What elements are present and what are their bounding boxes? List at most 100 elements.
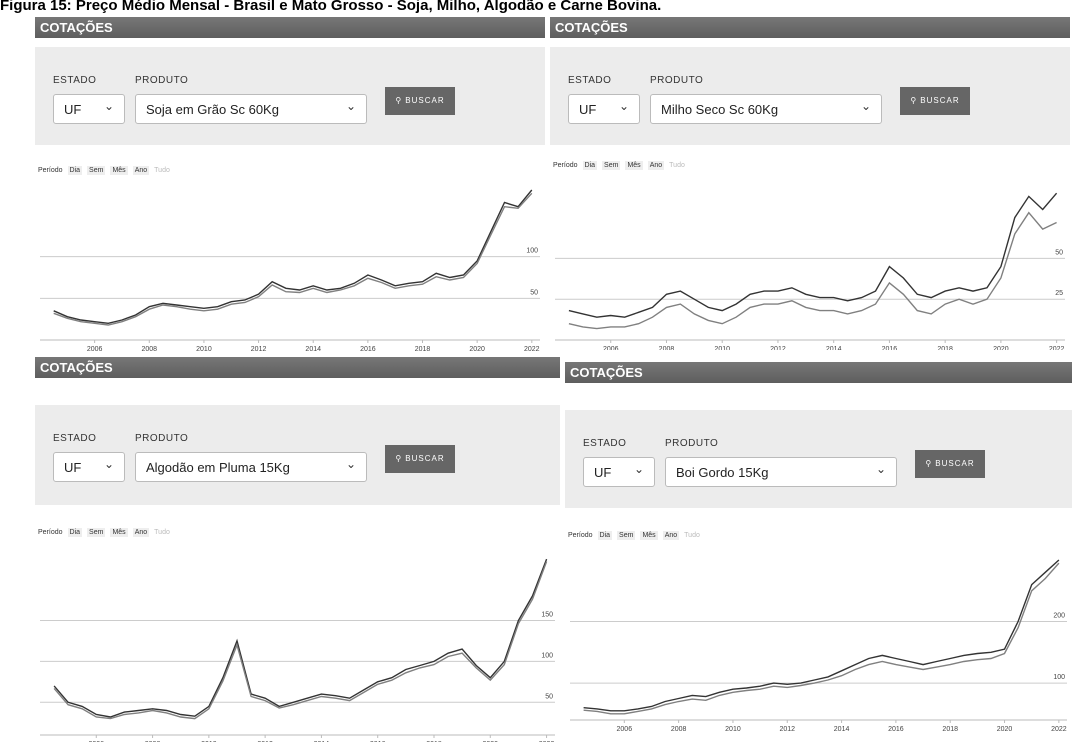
button-label: BUSCAR — [405, 96, 445, 105]
x-tick-label: 2020 — [993, 346, 1009, 350]
x-tick-label: 2014 — [834, 726, 850, 733]
period-option[interactable]: Sem — [602, 161, 621, 170]
period-option[interactable]: Sem — [87, 166, 106, 175]
y-tick-label: 200 — [1053, 613, 1065, 620]
x-tick-label: 2006 — [603, 346, 619, 350]
search-button[interactable]: ⚲ BUSCAR — [385, 87, 455, 115]
period-option[interactable]: Ano — [132, 166, 150, 175]
panel: COTAÇÕES ESTADO PRODUTO UF Milho Seco Sc 60K… — [550, 17, 1070, 350]
produto-select[interactable]: Algodão em Pluma 15Kg — [135, 449, 367, 482]
x-tick-label: 2006 — [87, 346, 103, 353]
y-tick-label: 100 — [541, 652, 553, 659]
price-line — [53, 192, 533, 326]
period-option[interactable]: Sem — [87, 528, 106, 537]
y-tick-label: 50 — [1055, 249, 1063, 256]
panel: COTAÇÕES ESTADO PRODUTO UF Soja em Grão Sc 6… — [35, 17, 545, 357]
produto-value: Milho Seco Sc 60Kg — [661, 102, 779, 117]
produto-select[interactable]: Boi Gordo 15Kg — [665, 454, 897, 487]
period-option: Período — [553, 162, 578, 169]
y-tick-label: 25 — [1055, 290, 1063, 297]
y-tick-label: 150 — [541, 611, 553, 618]
x-tick-label: 2008 — [659, 346, 675, 350]
x-tick-label: 2012 — [251, 346, 267, 353]
period-selector: Período Dia Sem Mês Ano Tudo — [553, 161, 690, 170]
y-tick-label: 50 — [545, 693, 553, 700]
period-selector: Período Dia Sem Mês Ano Tudo — [38, 528, 175, 537]
search-button[interactable]: ⚲ BUSCAR — [915, 450, 985, 478]
period-option[interactable]: Sem — [617, 531, 636, 540]
x-tick-label: 2016 — [882, 346, 898, 350]
caption: Figura 15: Preço Médio Mensal - Brasil e… — [0, 0, 662, 14]
x-tick-label: 2022 — [1049, 346, 1065, 350]
produto-label: PRODUTO — [135, 433, 189, 444]
button-label: BUSCAR — [920, 96, 960, 105]
x-tick-label: 2020 — [997, 726, 1013, 733]
x-tick-label: 2020 — [469, 346, 485, 353]
estado-label: ESTADO — [53, 433, 97, 444]
period-option[interactable]: Mês — [625, 161, 643, 170]
period-option[interactable]: Dia — [67, 528, 83, 537]
chart: 100 200 2006 2008 2010 2012 2014 2016 2018 2020 20… — [570, 559, 1067, 733]
price-line — [568, 211, 1057, 330]
produto-value: Boi Gordo 15Kg — [676, 465, 769, 480]
x-tick-label: 2010 — [725, 726, 741, 733]
period-option[interactable]: Dia — [67, 166, 83, 175]
produto-label: PRODUTO — [665, 438, 719, 449]
produto-value: Algodão em Pluma 15Kg — [146, 460, 290, 475]
period-option[interactable]: Mês — [110, 166, 128, 175]
produto-label: PRODUTO — [650, 75, 704, 86]
y-tick-label: 100 — [526, 248, 538, 255]
chart: 25 50 2006 2008 2010 2012 2014 2016 2018 2020 2022 — [555, 192, 1065, 350]
x-tick-label: 2006 — [617, 726, 633, 733]
price-line — [583, 562, 1060, 715]
period-option[interactable]: Ano — [662, 531, 680, 540]
period-option[interactable]: Tudo — [669, 162, 685, 169]
period-option[interactable]: Dia — [597, 531, 613, 540]
period-option[interactable]: Tudo — [154, 167, 170, 174]
button-label: BUSCAR — [935, 459, 975, 468]
chart: 5010015020062008201020122014201620182020… — [40, 558, 555, 742]
button-label: BUSCAR — [405, 454, 445, 463]
produto-value: Soja em Grão Sc 60Kg — [146, 102, 279, 117]
estado-value: UF — [64, 460, 82, 475]
estado-select[interactable]: UF — [53, 449, 125, 482]
produto-select[interactable]: Milho Seco Sc 60Kg — [650, 91, 882, 124]
search-form: ESTADO PRODUTO UF Boi Gordo 15Kg ⚲BUSCAR — [565, 410, 1072, 508]
search-form: ESTADO PRODUTO UF Soja em Grão Sc 60Kg ⚲BUSC… — [35, 47, 545, 145]
period-option[interactable]: Mês — [110, 528, 128, 537]
x-tick-label: 2016 — [360, 346, 376, 353]
x-tick-label: 2022 — [1051, 726, 1067, 733]
x-tick-label: 2014 — [305, 346, 321, 353]
search-form: ESTADO PRODUTO UF Algodão em Pluma 15Kg ⚲BUS… — [35, 405, 560, 505]
produto-select[interactable]: Soja em Grão Sc 60Kg — [135, 91, 367, 124]
search-button[interactable]: ⚲ BUSCAR — [900, 87, 970, 115]
panel-header: COTAÇÕES — [35, 17, 545, 38]
search-icon: ⚲ — [925, 459, 933, 468]
period-option: Período — [38, 529, 63, 536]
search-button[interactable]: ⚲ BUSCAR — [385, 445, 455, 473]
y-tick-label: 100 — [1053, 674, 1065, 681]
period-selector: Período Dia Sem Mês Ano Tudo — [568, 531, 705, 540]
panel: COTAÇÕES ESTADO PRODUTO UF Boi Gordo 15Kg ⚲BU… — [565, 362, 1072, 742]
x-tick-label: 2012 — [770, 346, 786, 350]
period-option[interactable]: Tudo — [154, 529, 170, 536]
estado-select[interactable]: UF — [568, 91, 640, 124]
estado-select[interactable]: UF — [583, 454, 655, 487]
estado-label: ESTADO — [583, 438, 627, 449]
x-tick-label: 2018 — [937, 346, 953, 350]
period-option[interactable]: Dia — [582, 161, 598, 170]
price-line — [568, 192, 1058, 318]
period-option: Período — [568, 532, 593, 539]
x-tick-label: 2008 — [671, 726, 687, 733]
x-tick-label: 2022 — [524, 346, 540, 353]
period-option[interactable]: Mês — [640, 531, 658, 540]
price-line — [53, 561, 548, 720]
estado-label: ESTADO — [53, 75, 97, 86]
period-option[interactable]: Ano — [647, 161, 665, 170]
period-option[interactable]: Tudo — [684, 532, 700, 539]
estado-select[interactable]: UF — [53, 91, 125, 124]
period-option[interactable]: Ano — [132, 528, 150, 537]
price-line — [583, 559, 1060, 712]
x-tick-label: 2008 — [142, 346, 158, 353]
